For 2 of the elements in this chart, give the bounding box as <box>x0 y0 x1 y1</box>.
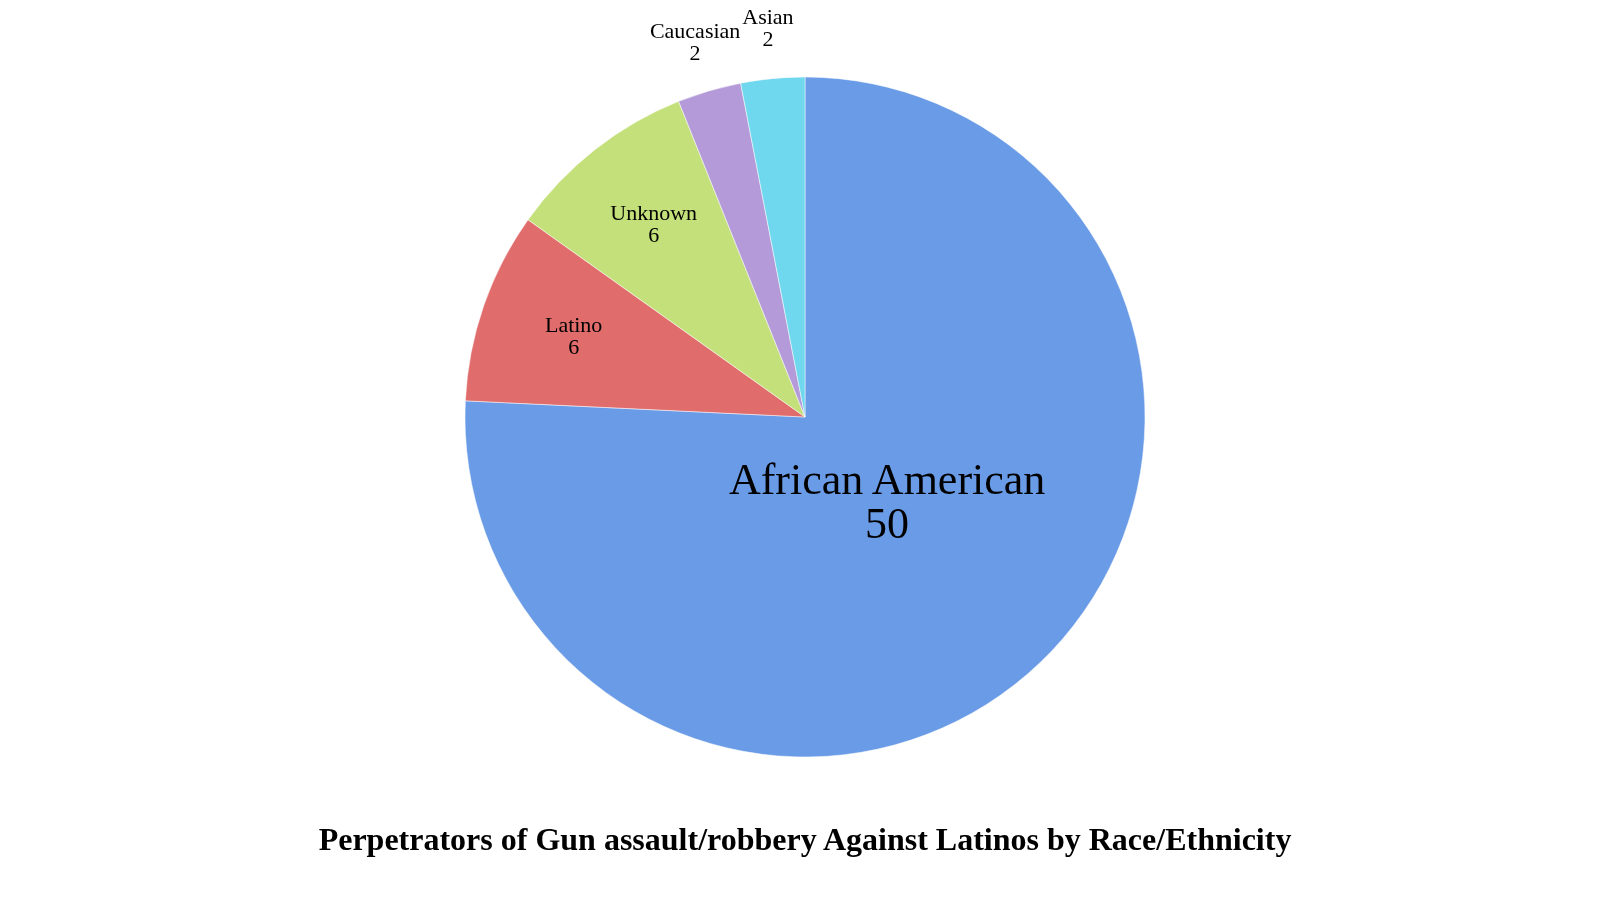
pie-slice <box>465 76 1146 757</box>
text: Perpetrators of Gun assault/robbery Against Latinos by Race/Ethnicity <box>318 821 1292 857</box>
